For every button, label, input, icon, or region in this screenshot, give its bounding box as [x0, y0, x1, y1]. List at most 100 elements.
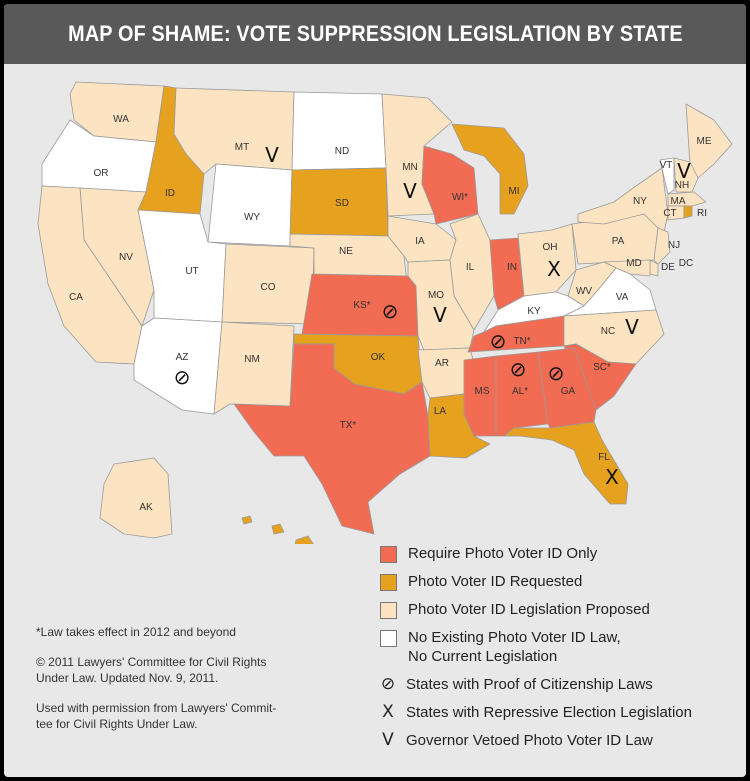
label-md: MD [626, 258, 642, 269]
state-fl [503, 421, 629, 505]
permission-line1: Used with permission from Lawyers' Commi… [36, 701, 277, 715]
state-ms [463, 355, 497, 437]
legend-label-line1: No Existing Photo Voter ID Law, [408, 629, 621, 646]
veto-mark-mt: V [265, 143, 279, 167]
label-ca: CA [69, 292, 83, 303]
label-mn: MN [402, 162, 418, 173]
label-ri: RI [697, 208, 707, 219]
swatch-no-law [380, 630, 397, 647]
legend-item-requested: Photo Voter ID Requested [380, 572, 746, 591]
label-mt: MT [235, 142, 249, 153]
label-nc: NC [601, 326, 615, 337]
repressive-mark-fl: X [605, 465, 619, 489]
label-wi: WI* [452, 192, 468, 203]
swatch-proposed [380, 602, 397, 619]
citizenship-mark-az: ⊘ [174, 365, 191, 389]
label-wy: WY [244, 212, 260, 223]
label-ga: GA [561, 386, 576, 397]
legend-item-repressive: X States with Repressive Election Legisl… [380, 703, 746, 722]
label-nd: ND [335, 146, 349, 157]
legend-label: Photo Voter ID Requested [408, 573, 583, 590]
label-il: IL [466, 262, 475, 273]
repressive-icon: X [382, 702, 394, 722]
legend-label: States with Repressive Election Legislat… [406, 704, 692, 721]
veto-mark-nc: V [625, 315, 639, 339]
citizenship-mark-tn: ⊘ [490, 329, 507, 353]
label-co: CO [261, 282, 276, 293]
state-hi [241, 515, 314, 544]
state-wi [421, 145, 479, 225]
state-ma [667, 191, 707, 207]
label-ia: IA [415, 236, 425, 247]
copyright-line1: © 2011 Lawyers' Committee for Civil Righ… [36, 655, 267, 669]
title-bar: MAP OF SHAME: VOTE SUPPRESSION LEGISLATI… [4, 4, 746, 64]
state-wy [207, 163, 293, 247]
label-tn: TN* [513, 336, 530, 347]
citizenship-mark-ga: ⊘ [548, 361, 565, 385]
map-title: MAP OF SHAME: VOTE SUPPRESSION LEGISLATI… [67, 21, 683, 46]
footnote: *Law takes effect in 2012 and beyond [36, 625, 236, 639]
label-va: VA [616, 292, 629, 303]
repressive-mark-oh: X [547, 257, 561, 281]
label-nj: NJ [668, 240, 680, 251]
notes: *Law takes effect in 2012 and beyond © 2… [36, 624, 316, 746]
legend-item-proposed: Photo Voter ID Legislation Proposed [380, 600, 746, 619]
label-de: DE [661, 262, 675, 273]
label-tx: TX* [340, 420, 357, 431]
map-frame: MAP OF SHAME: VOTE SUPPRESSION LEGISLATI… [4, 4, 746, 777]
legend-item-veto: V Governor Vetoed Photo Voter ID Law [380, 731, 746, 750]
label-mo: MO [428, 290, 444, 301]
label-ak: AK [139, 502, 153, 513]
label-sc: SC* [593, 362, 611, 373]
legend-item-citizenship: ⊘ States with Proof of Citizenship Laws [380, 675, 746, 694]
state-mi [451, 123, 529, 215]
veto-mark-mn: V [403, 179, 417, 203]
label-ky: KY [527, 306, 541, 317]
veto-icon: V [382, 730, 394, 750]
veto-mark-mo: V [433, 303, 447, 327]
legend-label: No Existing Photo Voter ID Law, No Curren… [408, 628, 621, 666]
label-ny: NY [633, 196, 647, 207]
label-nm: NM [244, 354, 260, 365]
label-ms: MS [475, 386, 490, 397]
legend-label-line2: No Current Legislation [408, 648, 558, 665]
label-ar: AR [435, 358, 449, 369]
legend-item-require: Require Photo Voter ID Only [380, 544, 746, 563]
state-nd [291, 91, 387, 171]
citizenship-icon: ⊘ [380, 674, 396, 694]
label-ut: UT [185, 266, 198, 277]
swatch-require [380, 546, 397, 563]
legend-label: Photo Voter ID Legislation Proposed [408, 601, 650, 618]
label-or: OR [94, 168, 109, 179]
label-sd: SD [335, 198, 349, 209]
legend-label: Require Photo Voter ID Only [408, 545, 598, 562]
label-nv: NV [119, 252, 133, 263]
citizenship-mark-ks: ⊘ [382, 299, 399, 323]
legend-label: Governor Vetoed Photo Voter ID Law [406, 732, 653, 749]
label-mi: MI [508, 186, 519, 197]
state-nj [653, 227, 671, 265]
label-ct: CT [663, 208, 676, 219]
label-ne: NE [339, 246, 353, 257]
legend-label: States with Proof of Citizenship Laws [406, 676, 653, 693]
state-nm [213, 321, 295, 415]
legend: Require Photo Voter ID Only Photo Voter … [380, 544, 746, 759]
label-ma: MA [671, 196, 686, 207]
label-ok: OK [371, 352, 386, 363]
permission: Used with permission from Lawyers' Commi… [36, 700, 316, 732]
citizenship-mark-al: ⊘ [510, 357, 527, 381]
state-ri [683, 205, 693, 219]
swatch-requested [380, 574, 397, 591]
us-map: WA OR ID MT WY ND SD MN WI* MI NV CA UT … [37, 81, 733, 544]
copyright: © 2011 Lawyers' Committee for Civil Righ… [36, 654, 316, 686]
copyright-line2: Under Law. Updated Nov. 9, 2011. [36, 671, 219, 685]
label-vt: VT [660, 160, 673, 171]
label-dc: DC [679, 258, 693, 269]
permission-line2: tee for Civil Rights Under Law. [36, 717, 198, 731]
label-pa: PA [612, 236, 625, 247]
label-nh: NH [675, 180, 689, 191]
legend-item-no-law: No Existing Photo Voter ID Law, No Curren… [380, 628, 746, 666]
label-id: ID [165, 188, 175, 199]
label-wa: WA [113, 114, 129, 125]
label-wv: WV [576, 286, 592, 297]
